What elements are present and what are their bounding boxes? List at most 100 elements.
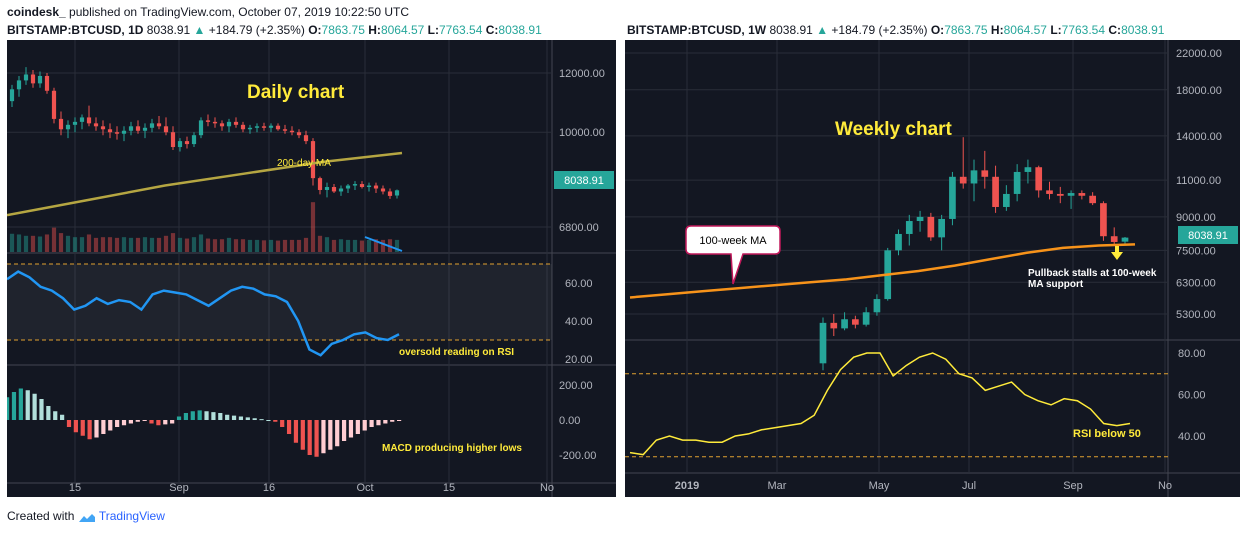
candle-body: [303, 135, 309, 142]
candle-body: [51, 90, 57, 119]
right-open-label: O:: [930, 23, 945, 37]
macd-histogram-bar: [348, 420, 354, 438]
volume-bar: [331, 239, 337, 252]
candle-body: [927, 216, 935, 238]
candle-body: [1046, 190, 1053, 194]
rsi-below-50-note: RSI below 50: [1073, 428, 1141, 440]
candle-body: [1024, 167, 1032, 172]
volume-bar: [149, 237, 155, 252]
macd-histogram-bar: [231, 415, 237, 420]
macd-histogram-bar: [369, 420, 374, 427]
macd-tick-label: 0.00: [559, 415, 580, 427]
volume-bar: [352, 239, 358, 252]
macd-histogram-bar: [66, 420, 72, 427]
candle-body: [841, 319, 848, 329]
macd-histogram-bar: [341, 420, 347, 441]
volume-bar: [9, 233, 15, 252]
ma100-callout: 100-week MA: [685, 225, 781, 285]
candle-body: [44, 75, 50, 91]
candle-body: [121, 130, 127, 134]
right-symbol[interactable]: BITSTAMP:BTCUSD, 1W: [627, 23, 767, 37]
volume-bar: [226, 237, 232, 252]
macd-histogram-bar: [60, 414, 65, 420]
volume-bar: [191, 237, 197, 252]
volume-bar: [205, 238, 211, 252]
volume-bar: [107, 237, 113, 252]
right-high-label: H:: [990, 23, 1004, 37]
daily-chart-svg[interactable]: 12000.00 10000.00 6800.00 60.00 40.00 20.00 20…: [5, 40, 616, 497]
price-tick-label: 14000.00: [1176, 131, 1222, 143]
candle-body: [212, 121, 218, 124]
volume-trend-line: [364, 236, 403, 252]
candle-body: [970, 170, 978, 184]
candle-body: [1035, 167, 1043, 191]
macd-histogram-bar: [286, 420, 292, 434]
ma100-line: [629, 243, 1136, 299]
candle-body: [72, 121, 78, 125]
candle-body: [1121, 237, 1129, 242]
volume-bar: [72, 237, 78, 252]
candle-body: [895, 233, 902, 251]
candle-body: [338, 188, 344, 192]
weekly-chart-svg[interactable]: 22000.00 18000.00 14000.00 11000.00 9000.00 7…: [625, 40, 1240, 497]
price-tick-label: 6800.00: [559, 222, 599, 234]
macd-histogram-bar: [163, 420, 168, 425]
macd-histogram-bar: [190, 411, 195, 420]
candle-body: [819, 322, 827, 364]
candle-body: [289, 130, 295, 133]
tradingview-link[interactable]: TradingView: [98, 509, 165, 523]
rsi-tick-label: 60.00: [1178, 390, 1206, 402]
right-high: 8064.57: [1003, 23, 1047, 37]
volume-bar: [310, 202, 316, 252]
weekly-chart-title: Weekly chart: [835, 119, 953, 140]
candle-body: [317, 178, 323, 190]
volume-bar: [233, 239, 239, 252]
tradingview-logo-icon: [78, 512, 96, 522]
right-low: 7763.54: [1061, 23, 1106, 37]
pullback-note-2: MA support: [1028, 279, 1084, 290]
rsi-line: [6, 270, 400, 357]
volume-bar: [394, 239, 400, 252]
left-low: 7763.54: [439, 23, 483, 37]
volume-bar: [135, 237, 141, 252]
macd-histogram-bar: [211, 412, 216, 420]
candle-body: [1013, 171, 1021, 194]
candle-body: [170, 132, 176, 148]
volume-bar: [128, 237, 134, 252]
macd-histogram-bar: [156, 420, 161, 426]
right-close: 8038.91: [1121, 23, 1165, 37]
candle-body: [992, 176, 999, 207]
volume-bar: [184, 238, 190, 252]
macd-histogram-bar: [5, 397, 10, 420]
candle-body: [380, 188, 386, 192]
candle-body: [949, 176, 956, 219]
candle-body: [9, 89, 15, 102]
macd-histogram-bar: [18, 388, 23, 420]
daily-price-tag-text: 8038.91: [564, 175, 604, 187]
candle-body: [86, 117, 92, 124]
weekly-price-tag: [1178, 226, 1238, 244]
macd-histogram-bar: [397, 420, 402, 421]
candle-body: [163, 126, 169, 133]
candle-body: [324, 187, 330, 190]
publish-info: published on TradingView.com, October 07…: [69, 5, 410, 19]
macd-histogram-bar: [293, 420, 299, 443]
left-change: +184.79 (+2.35%): [208, 23, 305, 37]
left-symbol[interactable]: BITSTAMP:BTCUSD, 1D: [7, 23, 144, 37]
candle-body: [1003, 193, 1010, 207]
macd-tick-label: 200.00: [559, 380, 593, 392]
candle-body: [114, 132, 120, 134]
macd-histogram-bar: [197, 410, 202, 420]
volume-bar: [219, 239, 225, 252]
brand-name[interactable]: coindesk_: [7, 5, 66, 19]
daily-chart-title: Daily chart: [247, 82, 345, 103]
daily-chart-panel[interactable]: 12000.00 10000.00 6800.00 60.00 40.00 20.00 20…: [5, 40, 616, 497]
volume-bar: [16, 234, 22, 252]
weekly-chart-panel[interactable]: 22000.00 18000.00 14000.00 11000.00 9000.00 7…: [625, 40, 1240, 497]
volume-bar: [121, 237, 127, 252]
candle-body: [240, 124, 246, 130]
time-tick-label: 16: [263, 482, 275, 494]
macd-histogram-bar: [259, 419, 264, 421]
macd-histogram-bar: [273, 420, 278, 422]
volume-bar: [359, 240, 365, 252]
